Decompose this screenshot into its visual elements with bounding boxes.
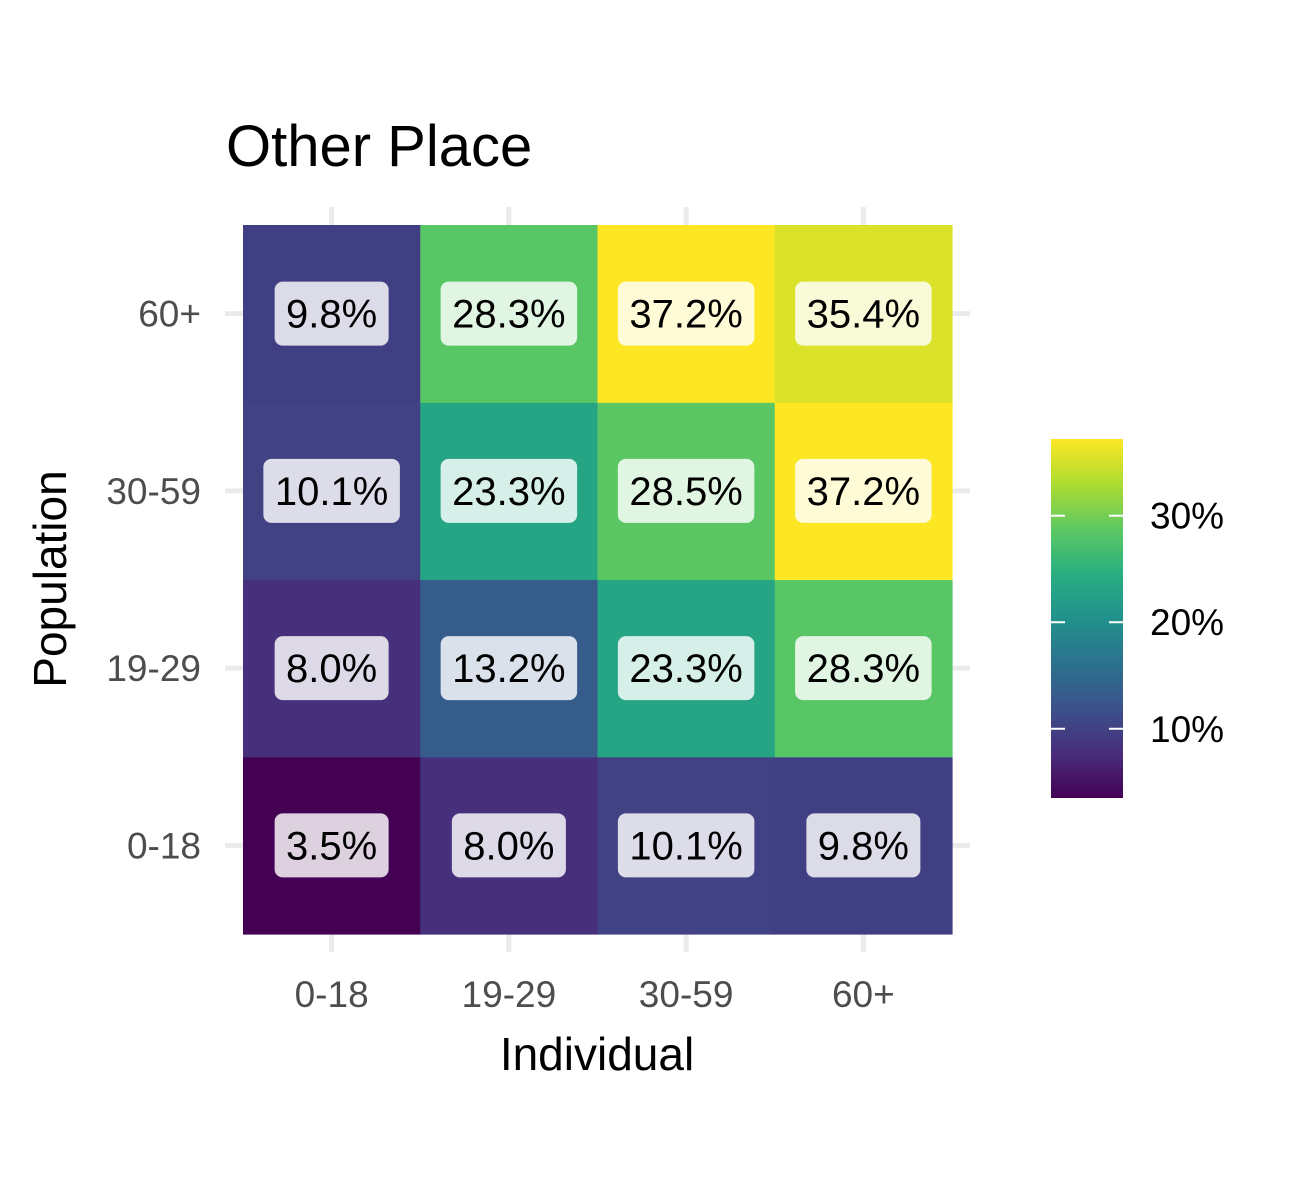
cell-label-box xyxy=(440,636,578,701)
cell-label-box xyxy=(617,458,755,523)
cell-label-box xyxy=(795,636,932,701)
cell-label: 13.2% xyxy=(452,647,565,691)
cell-label-box xyxy=(617,636,755,701)
cell-label: 10.1% xyxy=(629,824,742,868)
x-axis-ticks: 0-18 19-29 30-59 60+ xyxy=(295,974,895,1015)
cell-label-box xyxy=(806,813,921,878)
cell-label: 28.3% xyxy=(452,293,565,337)
x-tick-label: 30-59 xyxy=(639,974,734,1015)
cell-label: 35.4% xyxy=(807,293,920,337)
cell-label: 8.0% xyxy=(463,824,554,868)
x-axis-title: Individual xyxy=(500,1028,694,1080)
cell-label: 9.8% xyxy=(286,293,377,337)
color-legend: 10% 20% 30% xyxy=(1051,439,1224,798)
cell-label-box xyxy=(274,281,389,346)
cell-labels: 3.5% 8.0% 10.1% 9.8% 8.0% 13.2% 23.3% 28.3% 10.1… xyxy=(263,281,932,878)
cell-label: 37.2% xyxy=(629,293,742,337)
cell-label: 3.5% xyxy=(286,824,377,868)
y-tick-label: 19-29 xyxy=(106,648,201,689)
legend-tick-label: 10% xyxy=(1150,709,1224,750)
cell-label-box xyxy=(795,281,932,346)
x-tick-label: 19-29 xyxy=(462,974,557,1015)
legend-tick-label: 20% xyxy=(1150,602,1224,643)
cell-label: 28.5% xyxy=(629,470,742,514)
cell-label: 28.3% xyxy=(807,647,920,691)
cell-label-box xyxy=(617,813,755,878)
y-axis-title: Population xyxy=(24,470,76,687)
cell-label: 23.3% xyxy=(629,647,742,691)
chart-title: Other Place xyxy=(226,114,532,179)
y-axis-ticks: 0-18 19-29 30-59 60+ xyxy=(106,294,201,867)
cell-label: 8.0% xyxy=(286,647,377,691)
cell-label-box xyxy=(440,458,578,523)
cell-label-box xyxy=(263,458,400,523)
cell-label: 10.1% xyxy=(275,470,388,514)
cell-label-box xyxy=(440,281,578,346)
y-tick-label: 0-18 xyxy=(127,825,201,866)
y-tick-label: 60+ xyxy=(138,294,201,335)
cell-label: 37.2% xyxy=(807,470,920,514)
y-tick-label: 30-59 xyxy=(106,471,201,512)
cell-label-box xyxy=(617,281,755,346)
x-tick-label: 0-18 xyxy=(295,974,369,1015)
cell-label-box xyxy=(274,813,389,878)
legend-tick-label: 30% xyxy=(1150,496,1224,537)
cell-label: 9.8% xyxy=(818,824,909,868)
cell-label-box xyxy=(451,813,566,878)
cell-label-box xyxy=(795,458,932,523)
cell-label-box xyxy=(274,636,389,701)
legend-colorbar xyxy=(1051,439,1123,798)
cell-label: 23.3% xyxy=(452,470,565,514)
x-tick-label: 60+ xyxy=(832,974,895,1015)
